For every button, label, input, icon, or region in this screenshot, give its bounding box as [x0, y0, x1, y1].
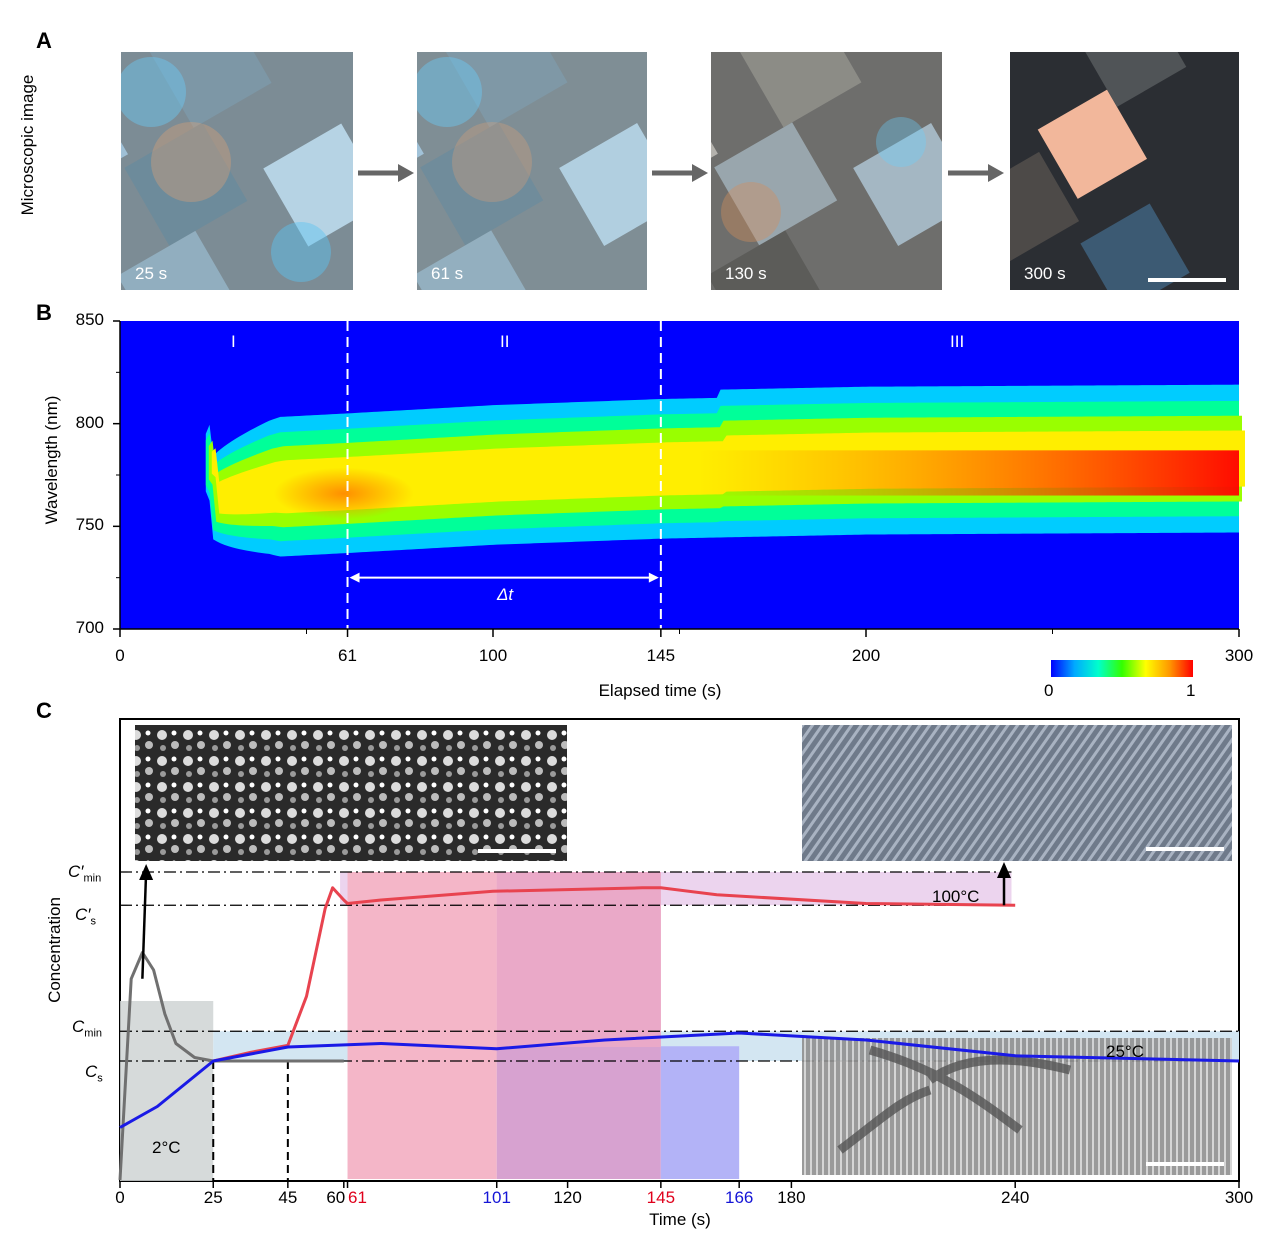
x-tick-label: 145: [646, 1188, 676, 1207]
frame-time-3: 130 s: [725, 264, 767, 283]
colorbar-max: 1: [1186, 681, 1196, 700]
x-tick-label: 61: [338, 646, 357, 665]
frame-time-2: 61 s: [431, 264, 464, 283]
arrow-icon: [652, 164, 708, 182]
frame-time-4: 300 s: [1024, 264, 1066, 283]
panel-a-label: A: [36, 28, 52, 53]
hot-right: [698, 450, 1239, 496]
panel-c-xlabel: Time (s): [649, 1210, 711, 1229]
micro-image-3-art: [711, 52, 942, 290]
series-line-2: [119, 1031, 1240, 1129]
arrow-icon: [358, 164, 414, 182]
label-25c: 25°C: [1106, 1042, 1144, 1061]
level-c-min: Cmin: [72, 1017, 103, 1040]
arrow-head: [139, 864, 154, 880]
label-2c: 2°C: [152, 1138, 181, 1157]
colorbar-min: 0: [1044, 681, 1054, 700]
micro-image-2-art: [417, 52, 647, 290]
inset-stripes: [802, 725, 1232, 861]
x-tick-label: 166: [724, 1188, 754, 1207]
level-c-prime-s: C′s: [75, 905, 96, 928]
interval-shade: [496, 872, 661, 1047]
region-ii: II: [500, 332, 510, 351]
region-iii: III: [950, 332, 965, 351]
y-tick-label: 700: [75, 618, 104, 637]
level-c-s: Cs: [85, 1062, 103, 1085]
arrow-head: [997, 862, 1012, 878]
interval-shade: [496, 1047, 661, 1179]
level-c-prime-min: C′min: [68, 862, 102, 885]
x-tick-label: 200: [851, 646, 881, 665]
colorbar: [1051, 660, 1193, 677]
heat-axes: [113, 320, 1240, 677]
micro-image-1: 25 s: [121, 52, 353, 290]
scale-bar: [1146, 1162, 1224, 1166]
x-tick-label: 61: [348, 1188, 367, 1207]
x-tick-label: 180: [777, 1188, 806, 1207]
series-line-0: [118, 951, 344, 1181]
series-line-1: [212, 886, 1016, 1063]
y-tick-label: 750: [75, 515, 104, 535]
x-tick-label: 60: [326, 1188, 346, 1207]
x-tick-label: 145: [646, 646, 676, 665]
panel-b-label: B: [36, 300, 52, 325]
interval-shade: [660, 1046, 740, 1179]
micro-image-2: 61 s: [417, 52, 647, 290]
x-tick-label: 45: [278, 1188, 298, 1207]
scale-bar: [478, 849, 556, 853]
inset-arrow: [141, 871, 148, 979]
heatmap-chart: [113, 320, 1245, 677]
x-tick-label: 120: [553, 1188, 582, 1207]
x-tick-label: 100: [478, 646, 508, 665]
concentration-curves: [118, 862, 1240, 1188]
plot-frame: [119, 718, 1240, 1182]
arrow-head: [349, 572, 360, 583]
micro-image-4: 300 s: [1010, 52, 1239, 290]
x-tick-label: 101: [482, 1188, 511, 1207]
label-100c: 100°C: [932, 887, 980, 906]
micro-image-1-art: [121, 52, 353, 290]
micro-image-3: 130 s: [711, 52, 942, 290]
y-tick-label: 800: [75, 412, 104, 432]
panel-b-xlabel: Elapsed time (s): [598, 681, 722, 700]
delta-t-label: Δt: [497, 585, 514, 604]
arrow-icon: [948, 164, 1004, 182]
frame-time-1: 25 s: [135, 264, 168, 283]
scale-bar: [1146, 847, 1224, 851]
hot-spot: [273, 467, 414, 520]
interval-shade: [347, 872, 497, 1179]
micro-image-4-art: [1010, 52, 1239, 290]
arrow-head: [648, 572, 659, 583]
panel-c-label: C: [36, 698, 52, 723]
x-tick-label: 300: [1224, 1188, 1254, 1207]
x-tick-label: 0: [115, 646, 125, 665]
scale-bar: [1148, 278, 1226, 282]
inset-droplets: [135, 725, 567, 861]
x-tick-label: 25: [203, 1188, 223, 1207]
x-tick-label: 300: [1224, 646, 1254, 665]
region-i: I: [231, 332, 236, 351]
y-tick-label: 850: [75, 310, 104, 329]
x-tick-label: 0: [115, 1188, 125, 1207]
x-tick-label: 240: [1001, 1188, 1030, 1207]
heat-bands: [205, 384, 1245, 557]
